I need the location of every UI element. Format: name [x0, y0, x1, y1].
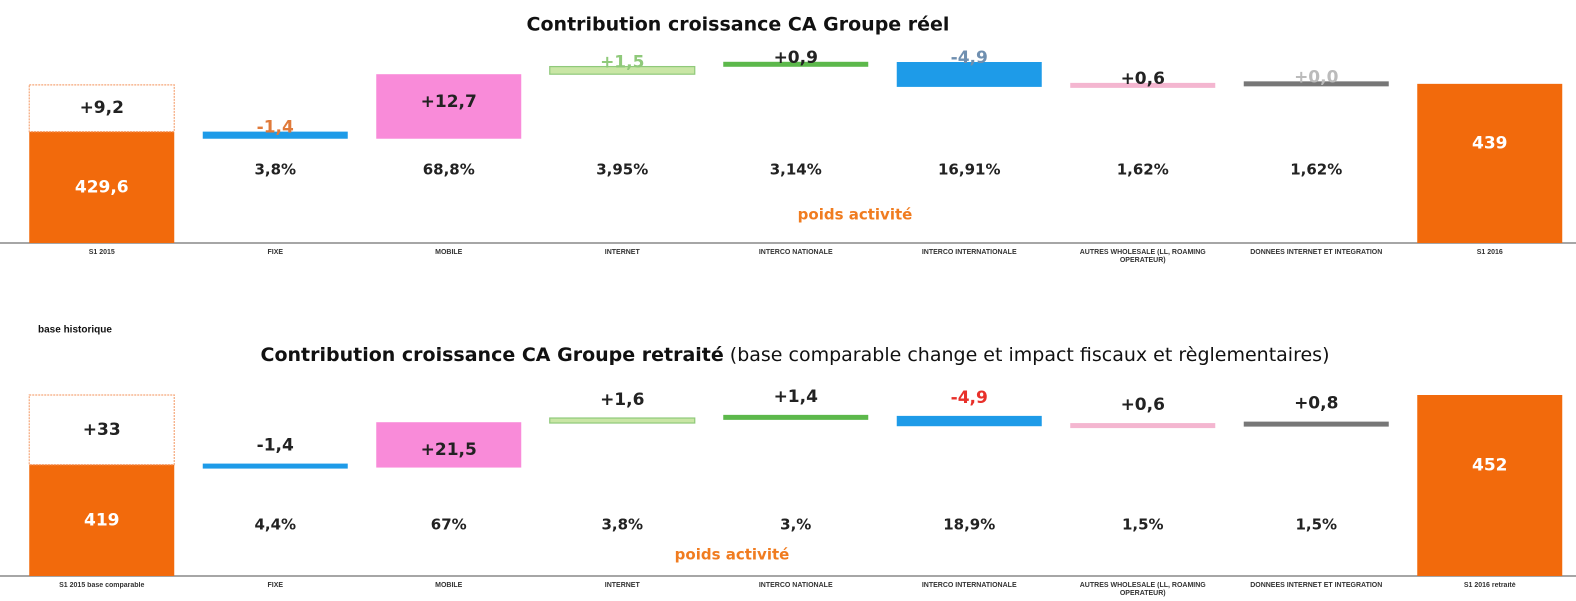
value-label: 439 — [1472, 133, 1508, 153]
category-label: S1 2015 — [88, 249, 115, 256]
category-label-box: MOBILE — [435, 582, 463, 589]
category-label-box: INTERNET — [604, 249, 640, 256]
value-label: +1,4 — [774, 387, 819, 407]
value-label: +0,6 — [1121, 395, 1165, 415]
bar — [723, 61, 869, 67]
bar — [1417, 83, 1563, 243]
bar — [202, 131, 348, 139]
bar — [202, 463, 348, 469]
category-label: MOBILE — [435, 249, 463, 256]
category-label: DONNEES INTERNET ET INTEGRATION — [1250, 249, 1383, 256]
bar — [29, 131, 175, 243]
weight-label: 1,62% — [1117, 161, 1169, 179]
weight-label: 3,% — [780, 516, 811, 534]
value-label: +1,6 — [600, 390, 644, 410]
category-label-box: INTERNET — [604, 582, 640, 589]
value-label: -1,4 — [257, 118, 294, 138]
value-label: +21,5 — [421, 440, 477, 460]
category-label: DONNEES INTERNET ET INTEGRATION — [1250, 582, 1383, 589]
category-label-box: FIXE — [267, 249, 284, 256]
category-label: FIXE — [267, 582, 284, 589]
title: Contribution croissance CA Groupe retrai… — [261, 344, 724, 366]
value-label: -1,4 — [257, 436, 294, 456]
value-label: 419 — [84, 510, 120, 530]
weight-label: 68,8% — [423, 161, 475, 179]
chart-title: Contribution croissance CA Groupe retrai… — [261, 344, 1330, 366]
category-label: S1 2016 — [1476, 249, 1503, 256]
bar — [1070, 423, 1216, 429]
bar — [896, 415, 1042, 427]
category-label-box: INTERCO INTERNATIONALE — [921, 249, 1017, 256]
category-label-box: FIXE — [267, 582, 284, 589]
bar — [376, 422, 522, 468]
chart-title: Contribution croissance CA Groupe réel — [527, 14, 950, 36]
value-label: +12,7 — [421, 92, 477, 112]
category-label-box: AUTRES WHOLESALE (LL, ROAMING OPERATEUR) — [1079, 249, 1206, 264]
weight-label: 3,8% — [254, 161, 296, 179]
value-label: +0,0 — [1294, 67, 1339, 87]
category-label: S1 2016 retraité — [1463, 582, 1516, 589]
category-label-box: DONNEES INTERNET ET INTEGRATION — [1250, 249, 1383, 256]
bar — [1417, 395, 1563, 576]
category-label-box: INTERCO INTERNATIONALE — [921, 582, 1017, 589]
bar — [1070, 82, 1216, 88]
category-label: AUTRES WHOLESALE (LL, ROAMING OPERATEUR) — [1079, 582, 1206, 597]
weight-label: 1,5% — [1122, 516, 1164, 534]
bar — [29, 464, 175, 576]
bar — [549, 65, 696, 75]
category-label: AUTRES WHOLESALE (LL, ROAMING OPERATEUR) — [1079, 249, 1206, 264]
value-label: +0,6 — [1121, 69, 1165, 89]
category-label: INTERCO INTERNATIONALE — [921, 582, 1017, 589]
growth-box — [28, 394, 175, 466]
category-label: FIXE — [267, 249, 284, 256]
category-label: INTERCO INTERNATIONALE — [921, 249, 1017, 256]
subtitle: (base comparable change et impact fiscau… — [730, 344, 1330, 366]
weight-label: 3,95% — [596, 161, 648, 179]
bar — [723, 414, 869, 420]
bar — [1243, 421, 1389, 427]
category-label-box: INTERCO NATIONALE — [758, 582, 833, 589]
annotation: poids activité — [798, 206, 913, 224]
weight-label: 1,5% — [1295, 516, 1337, 534]
weight-label: 4,4% — [254, 516, 296, 534]
weight-label: 3,14% — [770, 161, 822, 179]
growth-label: +9,2 — [80, 98, 124, 118]
annotation: poids activité — [675, 546, 790, 564]
category-label-box: DONNEES INTERNET ET INTEGRATION — [1250, 582, 1383, 589]
value-label: -4,9 — [951, 388, 988, 408]
category-label: INTERNET — [604, 249, 640, 256]
category-label: INTERCO NATIONALE — [758, 249, 833, 256]
growth-box — [28, 84, 175, 133]
category-label-box: INTERCO NATIONALE — [758, 249, 833, 256]
weight-label: 1,62% — [1290, 161, 1342, 179]
category-label-box: MOBILE — [435, 249, 463, 256]
value-label: +0,9 — [774, 48, 818, 68]
category-label-box: AUTRES WHOLESALE (LL, ROAMING OPERATEUR) — [1079, 582, 1206, 597]
category-label-box: S1 2016 retraité — [1463, 582, 1516, 589]
category-label: INTERCO NATIONALE — [758, 582, 833, 589]
value-label: 429,6 — [75, 177, 129, 197]
category-label-box: S1 2015 — [88, 249, 115, 256]
value-label: +0,8 — [1294, 394, 1338, 414]
category-label-box: S1 2016 — [1476, 249, 1503, 256]
bar — [896, 62, 1042, 87]
weight-label: 18,9% — [943, 516, 995, 534]
value-label: -4,9 — [951, 48, 988, 68]
weight-label: 16,91% — [938, 161, 1000, 179]
weight-label: 67% — [431, 516, 467, 534]
category-label: MOBILE — [435, 582, 463, 589]
value-label: +1,5 — [600, 53, 644, 73]
bar — [549, 417, 696, 424]
bar — [376, 74, 522, 139]
category-label: S1 2015 base comparable — [59, 582, 145, 589]
category-label-box: S1 2015 base comparable — [59, 582, 145, 589]
bar — [1243, 81, 1389, 87]
category-label: INTERNET — [604, 582, 640, 589]
note: base historique — [38, 325, 112, 336]
growth-label: +33 — [83, 420, 121, 440]
weight-label: 3,8% — [601, 516, 643, 534]
value-label: 452 — [1472, 456, 1508, 476]
